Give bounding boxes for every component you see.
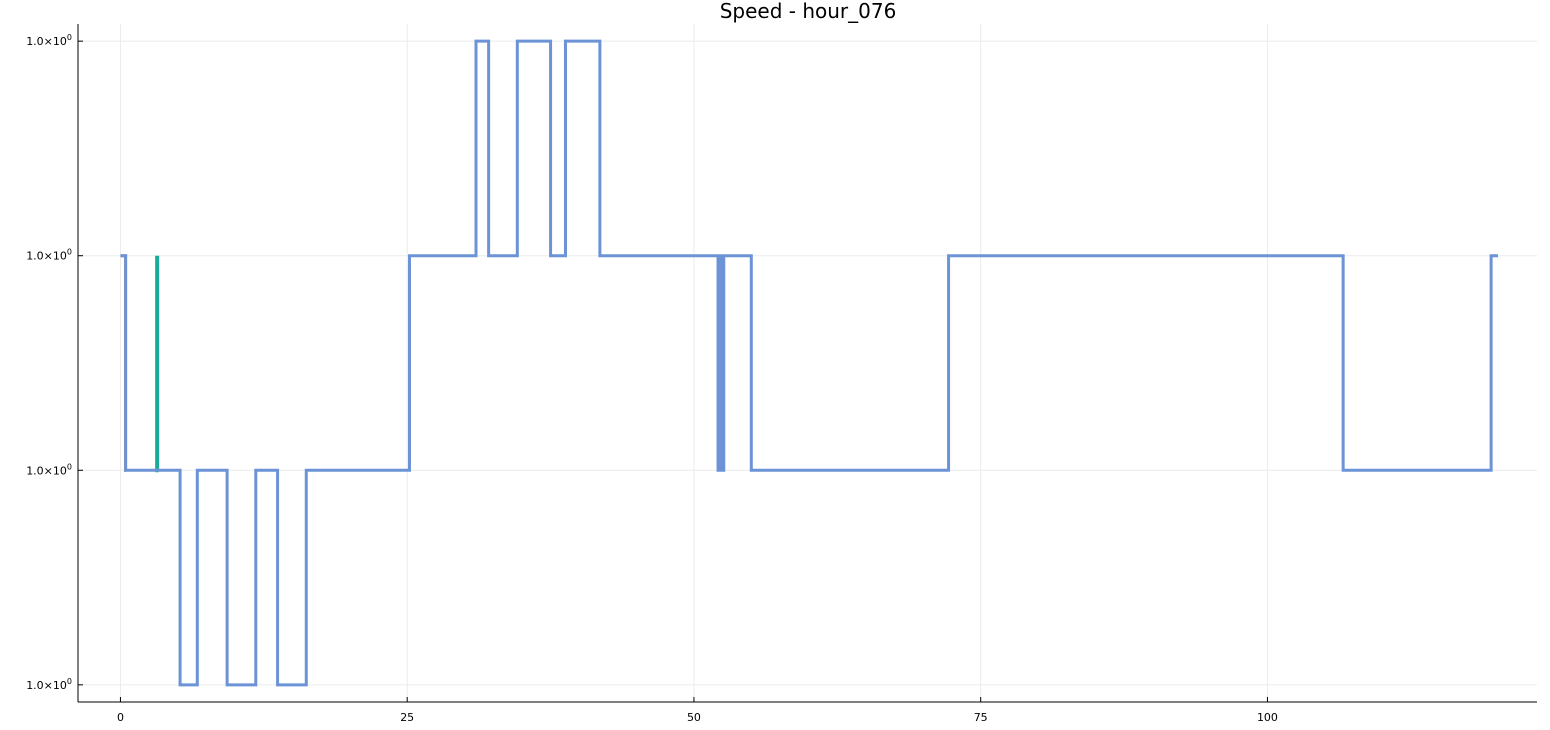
y-tick-label-3: 1.0×100: [26, 33, 72, 48]
x-tick-label-3: 75: [974, 711, 988, 724]
y-tick-label-1: 1.0×100: [26, 462, 72, 477]
series-layer: [120, 39, 1498, 687]
series-line-2: [155, 255, 160, 473]
x-tick-label-0: 0: [117, 711, 124, 724]
chart-title: Speed - hour_076: [720, 0, 897, 23]
x-tick-label-2: 50: [687, 711, 701, 724]
series-line-3: [120, 39, 1498, 687]
axes-layer: [77, 24, 1537, 703]
grid-layer: [78, 24, 1537, 702]
x-tick-label-4: 100: [1257, 711, 1278, 724]
y-tick-label-2: 1.0×100: [26, 248, 72, 263]
label-layer: 0 25 50 75 100 1.0×100 1.0×100 1.0×100 1.0×100: [26, 33, 1278, 724]
y-tick-label-0: 1.0×100: [26, 677, 72, 692]
x-tick-label-1: 25: [400, 711, 414, 724]
